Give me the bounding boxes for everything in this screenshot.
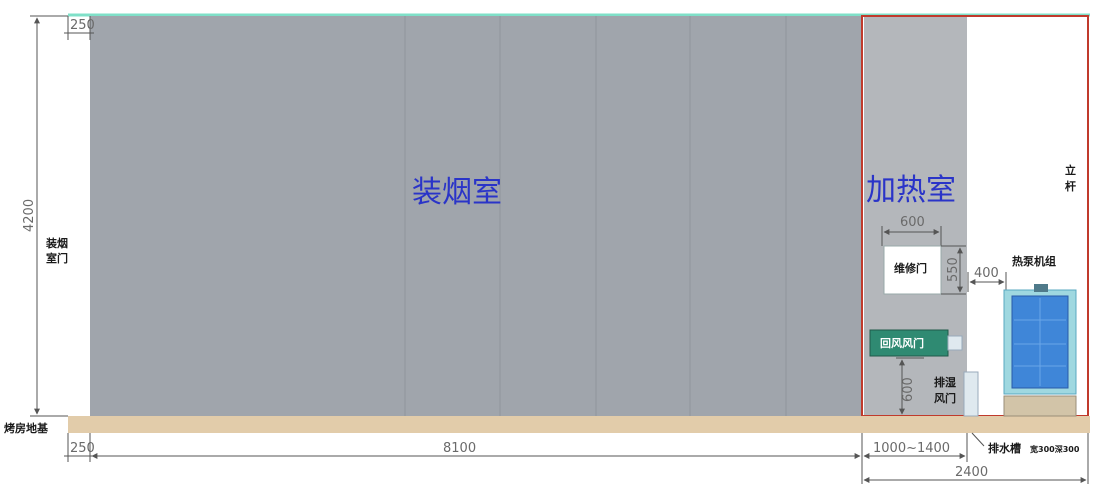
loading-door-label-2: 室门 <box>46 251 68 265</box>
exhaust-door-label-1: 排湿 <box>934 375 956 389</box>
pole-label-2: 杆 <box>1065 179 1076 193</box>
return-air-door-label: 回风风门 <box>880 336 924 350</box>
panel-lines <box>404 16 787 416</box>
wall-bottom-dim: 250 <box>70 441 95 456</box>
drain-spec: 宽300深300 <box>1029 444 1080 454</box>
heat-pump-base <box>1003 395 1077 417</box>
repair-height-dim: 550 <box>946 257 961 282</box>
pole-label-1: 立 <box>1065 163 1076 177</box>
wall-top-dim: 250 <box>70 18 95 33</box>
height-dim-text: 4200 <box>22 199 37 232</box>
loading-door-label-1: 装烟 <box>45 236 68 250</box>
loading-length-dim: 8100 <box>443 441 476 456</box>
heating-room-label: 加热室 <box>866 173 956 208</box>
loading-room <box>90 16 862 416</box>
exhaust-door-label-2: 风门 <box>934 391 956 405</box>
drain-label: 排水槽 <box>988 441 1021 455</box>
repair-width-dim: 600 <box>900 215 925 230</box>
repair-door <box>883 245 942 295</box>
return-air-door <box>869 329 949 357</box>
heating-range-dim: 1000~1400 <box>873 441 950 456</box>
foundation <box>68 416 1090 433</box>
door-height-dim: 600 <box>901 377 916 402</box>
loading-room-label: 装烟室 <box>412 175 502 210</box>
heat-pump-label: 热泵机组 <box>1012 254 1056 268</box>
total-heating-dim: 2400 <box>955 465 988 480</box>
repair-door-label: 维修门 <box>894 261 927 275</box>
pump-gap-dim: 400 <box>974 266 999 281</box>
foundation-label: 烤房地基 <box>4 421 49 435</box>
